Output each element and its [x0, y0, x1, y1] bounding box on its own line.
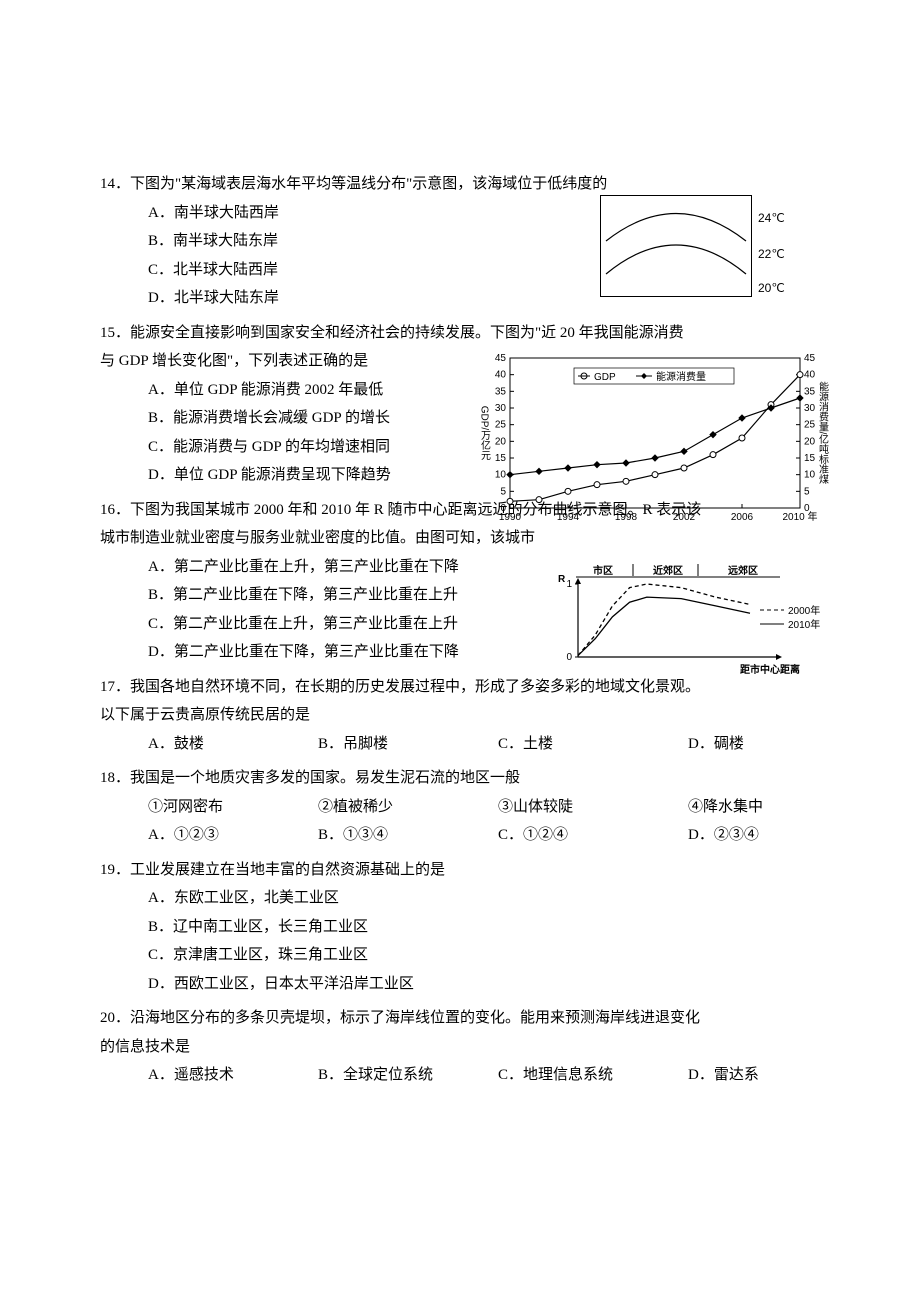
q19-options: A．东欧工业区，北美工业区 B．辽中南工业区，长三角工业区 C．京津唐工业区，珠…: [100, 884, 820, 998]
question-20: 20．沿海地区分布的多条贝壳堤坝，标示了海岸线位置的变化。能用来预测海岸线进退变…: [100, 1004, 820, 1090]
svg-text:45: 45: [495, 353, 507, 364]
isotherm-label-22: 22℃: [758, 243, 785, 266]
svg-text:1990: 1990: [499, 512, 522, 523]
q17-opt-d: D．碉楼: [688, 730, 744, 759]
q18-opt-b: B．①③④: [318, 821, 498, 850]
r-curve-chart: 市区 近郊区 远郊区 0 1R 2000年2010年距市中心距离: [550, 562, 830, 682]
svg-text:15: 15: [804, 453, 816, 464]
isotherm-curve-2: [606, 245, 746, 274]
svg-text:1: 1: [566, 579, 572, 590]
svg-text:5: 5: [500, 486, 506, 497]
q18-item-1: ①河网密布: [148, 793, 318, 822]
q19-opt-b: B．辽中南工业区，长三角工业区: [148, 913, 820, 942]
q19-opt-d: D．西欧工业区，日本太平洋沿岸工业区: [148, 970, 820, 999]
q18-item-4: ④降水集中: [688, 793, 763, 822]
svg-text:30: 30: [495, 403, 507, 414]
svg-text:能源消费量/亿吨标准煤: 能源消费量/亿吨标准煤: [817, 380, 829, 485]
q18-item-2: ②植被稀少: [318, 793, 498, 822]
q15-text-1: 15．能源安全直接影响到国家安全和经济社会的持续发展。下图为"近 20 年我国能…: [100, 319, 820, 348]
svg-text:2000年: 2000年: [788, 604, 820, 617]
q20-opt-b: B．全球定位系统: [318, 1061, 498, 1090]
svg-text:远郊区: 远郊区: [728, 564, 758, 577]
q17-opt-c: C．土楼: [498, 730, 688, 759]
svg-text:25: 25: [804, 420, 816, 431]
q18-item-3: ③山体较陡: [498, 793, 688, 822]
svg-text:20: 20: [804, 436, 816, 447]
q19-text: 19．工业发展建立在当地丰富的自然资源基础上的是: [100, 856, 820, 885]
svg-text:1998: 1998: [615, 512, 638, 523]
svg-text:40: 40: [804, 370, 816, 381]
svg-text:距市中心距离: 距市中心距离: [740, 663, 800, 676]
svg-text:40: 40: [495, 370, 507, 381]
q18-opt-d: D．②③④: [688, 821, 759, 850]
isotherm-figure: 24℃ 22℃ 20℃: [600, 195, 810, 305]
q18-opt-c: C．①②④: [498, 821, 688, 850]
svg-text:45: 45: [804, 353, 816, 364]
svg-text:5: 5: [804, 486, 810, 497]
svg-text:15: 15: [495, 453, 507, 464]
q17-options: A．鼓楼 B．吊脚楼 C．土楼 D．碉楼: [100, 730, 820, 759]
svg-text:GDP: GDP: [594, 372, 616, 383]
svg-text:R: R: [558, 574, 566, 585]
question-18: 18．我国是一个地质灾害多发的国家。易发生泥石流的地区一般 ①河网密布 ②植被稀…: [100, 764, 820, 850]
svg-text:10: 10: [495, 470, 507, 481]
q18-options: A．①②③ B．①③④ C．①②④ D．②③④: [100, 821, 820, 850]
svg-text:25: 25: [495, 420, 507, 431]
q17-opt-b: B．吊脚楼: [318, 730, 498, 759]
q18-text: 18．我国是一个地质灾害多发的国家。易发生泥石流的地区一般: [100, 764, 820, 793]
gdp-energy-chart: 0055101015152020252530303535404045451990…: [470, 348, 830, 528]
svg-text:GDP/万亿元: GDP/万亿元: [479, 406, 491, 460]
q16-text-2: 城市制造业就业密度与服务业就业密度的比值。由图可知，该城市: [100, 524, 820, 553]
q20-text-2: 的信息技术是: [100, 1033, 820, 1062]
q20-opt-d: D．雷达系: [688, 1061, 759, 1090]
question-19: 19．工业发展建立在当地丰富的自然资源基础上的是 A．东欧工业区，北美工业区 B…: [100, 856, 820, 999]
q20-opt-c: C．地理信息系统: [498, 1061, 688, 1090]
isotherm-label-20: 20℃: [758, 277, 785, 300]
svg-text:2006: 2006: [731, 512, 754, 523]
q18-items: ①河网密布 ②植被稀少 ③山体较陡 ④降水集中: [100, 793, 820, 822]
isotherm-label-24: 24℃: [758, 207, 785, 230]
q18-opt-a: A．①②③: [148, 821, 318, 850]
svg-text:35: 35: [495, 386, 507, 397]
svg-text:2002: 2002: [673, 512, 696, 523]
svg-text:35: 35: [804, 386, 816, 397]
svg-text:近郊区: 近郊区: [653, 564, 683, 577]
svg-text:能源消费量: 能源消费量: [656, 370, 706, 383]
question-17: 17．我国各地自然环境不同，在长期的历史发展过程中，形成了多姿多彩的地域文化景观…: [100, 673, 820, 759]
q20-text-1: 20．沿海地区分布的多条贝壳堤坝，标示了海岸线位置的变化。能用来预测海岸线进退变…: [100, 1004, 820, 1033]
svg-text:市区: 市区: [593, 564, 613, 577]
svg-text:1994: 1994: [557, 512, 580, 523]
svg-text:0: 0: [566, 652, 572, 663]
svg-text:30: 30: [804, 403, 816, 414]
q19-opt-a: A．东欧工业区，北美工业区: [148, 884, 820, 913]
q17-text-2: 以下属于云贵高原传统民居的是: [100, 701, 820, 730]
svg-text:2010年: 2010年: [788, 618, 820, 631]
svg-text:10: 10: [804, 470, 816, 481]
q20-opt-a: A．遥感技术: [148, 1061, 318, 1090]
q20-options: A．遥感技术 B．全球定位系统 C．地理信息系统 D．雷达系: [100, 1061, 820, 1090]
isotherm-curve-1: [606, 214, 746, 242]
q17-opt-a: A．鼓楼: [148, 730, 318, 759]
svg-text:2010 年: 2010 年: [782, 510, 817, 523]
q19-opt-c: C．京津唐工业区，珠三角工业区: [148, 941, 820, 970]
svg-text:20: 20: [495, 436, 507, 447]
